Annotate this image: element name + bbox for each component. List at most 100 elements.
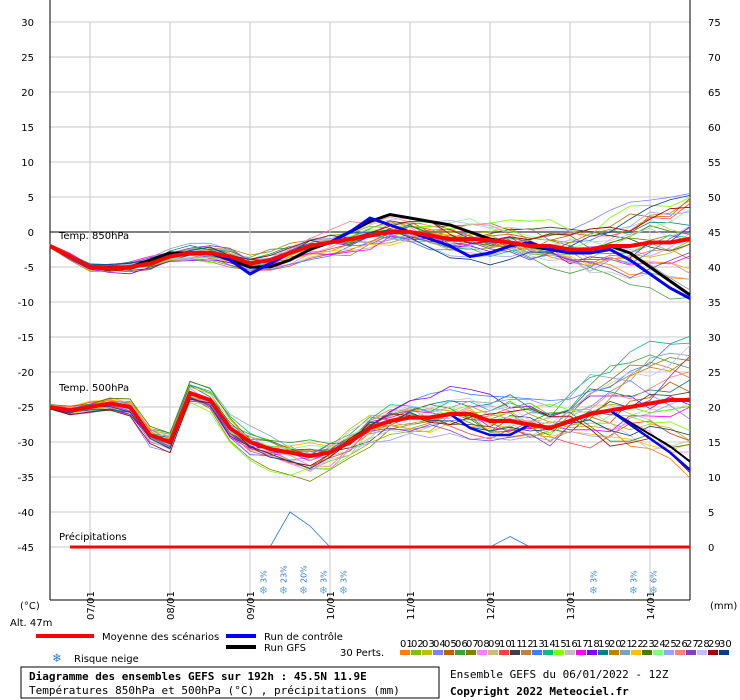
- snow-risk-pct: 23%: [279, 565, 288, 583]
- pert-color-swatch: [642, 650, 652, 655]
- snow-risk-pct: 3%: [589, 570, 598, 583]
- ensemble-info: Ensemble GEFS du 06/01/2022 - 12Z: [450, 668, 669, 681]
- pert-color-swatch: [532, 650, 542, 655]
- pert-number: 12: [521, 639, 534, 650]
- pert-color-swatch: [686, 650, 696, 655]
- left-tick-label: 15: [21, 123, 34, 134]
- x-tick-label: 09/01: [246, 591, 257, 620]
- right-tick-label: 50: [708, 193, 721, 204]
- pert-number: 24: [653, 639, 666, 650]
- right-tick-label: 25: [708, 368, 721, 379]
- pert-line-850: [49, 233, 691, 291]
- mean-line-500: [49, 390, 690, 459]
- legend: Moyenne des scénarios Run de contrôle Ru…: [36, 631, 732, 666]
- pert-color-swatch: [664, 650, 674, 655]
- panel-label-precip: Précipitations: [59, 531, 127, 543]
- pert-color-swatch: [708, 650, 718, 655]
- snowflake-icon: ❄: [280, 583, 287, 597]
- panel-label-t850: Temp. 850hPa: [58, 231, 129, 242]
- right-tick-label: 15: [708, 438, 721, 449]
- x-tick-label: 10/01: [326, 591, 337, 620]
- chart-subtitle: Températures 850hPa et 500hPa (°C) , pré…: [29, 684, 400, 697]
- pert-color-swatch: [609, 650, 619, 655]
- x-tick-label: 08/01: [166, 591, 177, 620]
- x-tick-label: 07/01: [86, 591, 97, 620]
- x-tick-label: 14/01: [646, 591, 657, 620]
- left-tick-label: -40: [18, 508, 34, 519]
- pert-line-500: [49, 354, 691, 445]
- copyright: Copyright 2022 Meteociel.fr: [450, 685, 629, 698]
- altitude-label: Alt. 47m: [10, 618, 52, 629]
- pert-color-swatch: [598, 650, 608, 655]
- pert-color-swatch: [620, 650, 630, 655]
- pert-color-swatch: [543, 650, 553, 655]
- legend-snow-label: Risque neige: [74, 654, 139, 665]
- snowflake-icon: ❄: [320, 583, 327, 597]
- pert-number: 17: [576, 639, 589, 650]
- pert-line-500: [49, 396, 691, 470]
- pert-color-swatch: [587, 650, 597, 655]
- x-tick-label: 13/01: [566, 591, 577, 620]
- snow-risk-pct: 6%: [649, 570, 658, 583]
- pert-color-swatch: [631, 650, 641, 655]
- pert-color-swatch: [433, 650, 443, 655]
- snow-risk-pct: 3%: [339, 570, 348, 583]
- pert-color-swatch: [521, 650, 531, 655]
- chart-title: Diagramme des ensembles GEFS sur 192h : …: [29, 670, 367, 683]
- right-axis-unit: (mm): [710, 601, 737, 612]
- pert-color-swatch: [510, 650, 520, 655]
- pert-number: 09: [488, 639, 501, 650]
- pert-number: 19: [598, 639, 611, 650]
- pert-number: 26: [675, 639, 688, 650]
- x-tick-label: 11/01: [406, 591, 417, 620]
- pert-number: 06: [455, 639, 468, 650]
- panel-label-t500: Temp. 500hPa: [58, 383, 129, 394]
- pert-line-500: [49, 344, 691, 462]
- left-tick-label: 0: [28, 228, 34, 239]
- pert-number: 16: [565, 639, 578, 650]
- right-tick-label: 65: [708, 88, 721, 99]
- left-tick-label: -15: [18, 333, 34, 344]
- legend-mean-label: Moyenne des scénarios: [102, 631, 219, 643]
- pert-number: 27: [686, 639, 699, 650]
- pert-number: 14: [543, 639, 556, 650]
- right-tick-label: 40: [708, 263, 721, 274]
- right-tick-label: 70: [708, 53, 721, 64]
- right-tick-label: 5: [708, 508, 714, 519]
- pert-number: 30: [719, 639, 732, 650]
- pert-number: 10: [499, 639, 512, 650]
- left-tick-label: -30: [18, 438, 34, 449]
- title-box: [20, 666, 440, 699]
- left-tick-label: -45: [18, 543, 34, 554]
- snowflake-icon: ❄: [300, 583, 307, 597]
- series-line-850: [49, 230, 691, 271]
- pert-number: 11: [510, 639, 523, 650]
- pert-number: 01: [400, 639, 413, 650]
- main-series-lines: [49, 212, 691, 549]
- pert-color-swatch: [499, 650, 509, 655]
- left-tick-label: 20: [21, 88, 34, 99]
- right-tick-label: 10: [708, 473, 721, 484]
- snowflake-icon: ❄: [260, 583, 267, 597]
- snowflake-icon: ❄: [590, 583, 597, 597]
- x-tick-label: 12/01: [486, 591, 497, 620]
- pert-line-500: [49, 380, 691, 457]
- snow-risk-pct: 3%: [319, 570, 328, 583]
- pert-color-swatch: [422, 650, 432, 655]
- snowflake-icon: ❄: [630, 583, 637, 597]
- legend-control-label: Run de contrôle: [264, 631, 343, 643]
- left-tick-label: 5: [28, 193, 34, 204]
- right-tick-label: 35: [708, 298, 721, 309]
- snow-risk-markers: 3%❄23%❄20%❄3%❄3%❄3%❄3%❄6%❄: [259, 565, 658, 597]
- pert-number: 02: [411, 639, 424, 650]
- right-tick-label: 60: [708, 123, 721, 134]
- pert-number: 23: [642, 639, 655, 650]
- pert-number: 21: [620, 639, 633, 650]
- right-tick-label: 45: [708, 228, 721, 239]
- pert-number: 28: [697, 639, 710, 650]
- snowflake-icon: ❄: [340, 583, 347, 597]
- left-axis-unit: (°C): [20, 601, 40, 612]
- legend-perts-label: 30 Perts.: [340, 648, 384, 659]
- pert-color-swatch: [400, 650, 410, 655]
